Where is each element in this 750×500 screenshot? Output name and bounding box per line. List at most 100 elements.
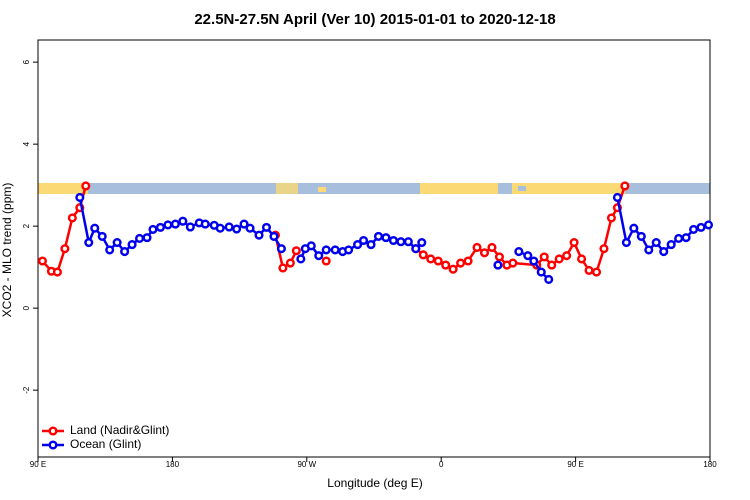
point <box>674 233 684 244</box>
point <box>344 245 354 255</box>
point <box>90 223 100 233</box>
point <box>163 220 173 230</box>
x-tick-label: 180 <box>166 460 180 469</box>
point <box>155 222 166 232</box>
point <box>606 213 616 223</box>
point <box>373 231 384 241</box>
point <box>659 247 669 257</box>
point <box>620 181 630 191</box>
point <box>81 181 91 191</box>
point <box>418 250 428 260</box>
x-tick-label: 0 <box>439 460 444 469</box>
point <box>666 240 676 250</box>
point <box>472 242 482 253</box>
point <box>547 260 557 270</box>
point <box>479 248 490 258</box>
point <box>523 251 533 261</box>
point <box>696 222 706 232</box>
point <box>514 247 524 257</box>
point <box>314 251 324 261</box>
point <box>127 240 137 250</box>
point <box>591 267 602 277</box>
point <box>577 254 587 264</box>
point <box>224 222 234 232</box>
x-tick-label: 90 E <box>30 460 46 469</box>
point <box>120 247 130 257</box>
point <box>689 224 699 234</box>
legend: Land (Nadir&Glint)Ocean (Glint) <box>42 423 169 451</box>
point <box>366 240 376 250</box>
point <box>97 231 107 241</box>
point <box>269 231 279 241</box>
plot-frame <box>37 39 711 458</box>
point <box>276 244 286 254</box>
point <box>254 230 264 240</box>
point <box>358 235 369 246</box>
point <box>296 254 306 264</box>
y-axis-label: XCO2 - MLO trend (ppm) <box>0 183 14 318</box>
point <box>493 260 503 270</box>
point <box>456 258 466 268</box>
y-tick-label: 2 <box>22 223 31 228</box>
point <box>285 258 295 268</box>
y-tick-label: 0 <box>22 305 31 310</box>
legend-marker <box>48 426 58 436</box>
point <box>215 223 225 233</box>
point <box>433 256 443 266</box>
legend-label: Land (Nadir&Glint) <box>70 423 169 437</box>
point <box>562 251 572 261</box>
point <box>621 238 631 248</box>
point <box>441 260 451 270</box>
point <box>134 233 145 244</box>
y-tick-label: 6 <box>22 59 31 64</box>
point <box>291 246 301 256</box>
point <box>170 219 180 229</box>
point <box>278 263 288 273</box>
point <box>330 245 340 255</box>
point <box>52 267 62 277</box>
point <box>539 252 549 262</box>
point <box>544 274 554 285</box>
y-tick-label: 4 <box>22 141 31 146</box>
point <box>381 233 391 243</box>
point <box>112 238 122 248</box>
point <box>245 223 255 233</box>
point <box>388 235 398 246</box>
point <box>612 192 622 203</box>
point <box>703 220 714 230</box>
point <box>448 264 458 274</box>
point <box>353 240 363 250</box>
point <box>599 244 609 254</box>
point <box>417 238 427 248</box>
point <box>426 254 436 264</box>
point <box>232 224 242 234</box>
point <box>463 256 473 266</box>
chart-title: 22.5N-27.5N April (Ver 10) 2015-01-01 to… <box>194 11 555 28</box>
point <box>487 242 497 253</box>
point <box>200 219 210 229</box>
point <box>67 213 77 223</box>
point <box>554 254 564 264</box>
point <box>185 222 195 232</box>
point <box>403 237 413 247</box>
point <box>629 223 639 233</box>
point <box>396 237 406 247</box>
point <box>84 238 94 248</box>
point <box>411 244 421 254</box>
x-tick-label: 90 W <box>297 460 316 469</box>
point <box>37 256 48 266</box>
point <box>636 231 646 241</box>
point <box>306 241 316 251</box>
point <box>508 258 518 268</box>
point <box>681 233 691 243</box>
point <box>536 267 546 277</box>
point <box>261 222 272 232</box>
point <box>321 256 331 266</box>
x-tick-label: 90 E <box>567 460 583 469</box>
point <box>75 192 85 203</box>
point <box>105 245 115 255</box>
legend-marker <box>48 440 58 450</box>
legend-label: Ocean (Glint) <box>70 437 141 451</box>
point <box>644 245 654 255</box>
